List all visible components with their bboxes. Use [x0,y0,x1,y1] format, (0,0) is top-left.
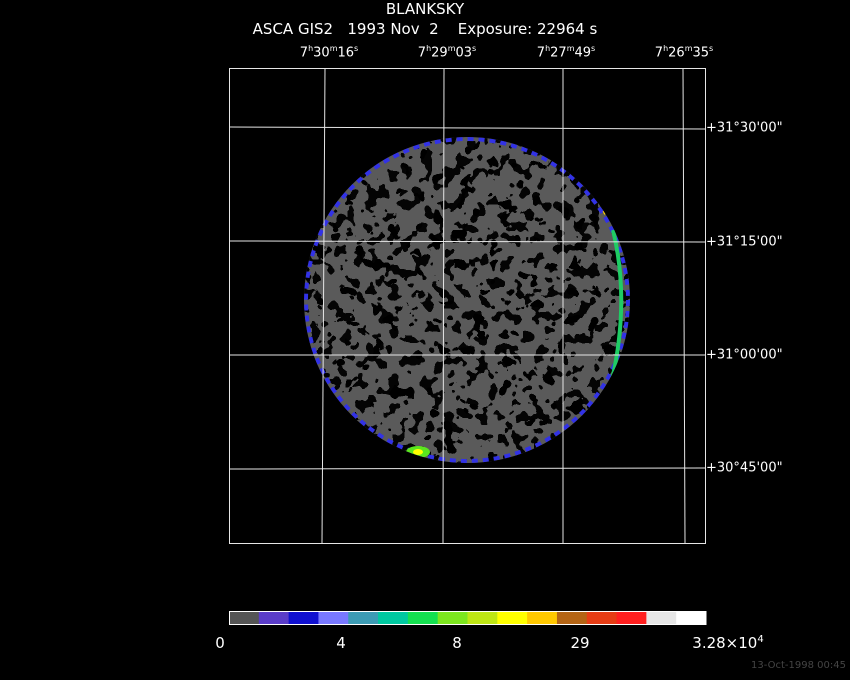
colorbar-swatch [229,611,260,625]
colorbar-swatch [616,611,647,625]
colorbar-label-min: 0 [215,634,225,652]
colorbar-swatch [556,611,588,625]
colorbar-swatch [467,611,498,625]
colorbar-swatch [676,611,707,625]
dec-tick-label-1: +31°30'00" [706,120,783,136]
dec-tick-label-4: +30°45'00" [706,460,783,476]
colorbar-swatch [288,611,319,625]
colorbar-swatch [437,611,468,625]
detector-field [304,137,630,463]
colorbar-label-max: 3.28×104 [692,634,764,652]
ra-tick-label-3: 7h27m49s [536,44,596,61]
dec-tick-label-3: +31°00'00" [706,347,783,363]
ra-tick-label-4: 7h26m35s [654,44,714,61]
ra-tick-label-1: 7h30m16s [299,44,359,61]
colorbar [229,611,707,625]
observation-info: ASCA GIS2 1993 Nov 2 Exposure: 22964 s [252,20,598,38]
colorbar-swatch [586,611,618,625]
timestamp: 13-Oct-1998 00:45 [751,660,846,671]
colorbar-label-2: 4 [336,634,346,652]
coordinate-grid [228,67,706,544]
colorbar-swatch [378,611,409,625]
colorbar-swatch [527,611,558,625]
colorbar-swatch [407,611,439,625]
dec-tick-label-2: +31°15'00" [706,234,783,250]
colorbar-border [229,611,706,625]
object-title: BLANKSKY [385,0,465,18]
colorbar-swatch [348,611,379,625]
colorbar-swatch [497,611,528,625]
ra-tick-label-2: 7h29m03s [417,44,477,61]
colorbar-label-3: 8 [452,634,462,652]
colorbar-swatch [646,611,677,625]
colorbar-swatch [318,611,349,625]
colorbar-label-4: 29 [570,634,590,652]
colorbar-swatch [258,611,290,625]
